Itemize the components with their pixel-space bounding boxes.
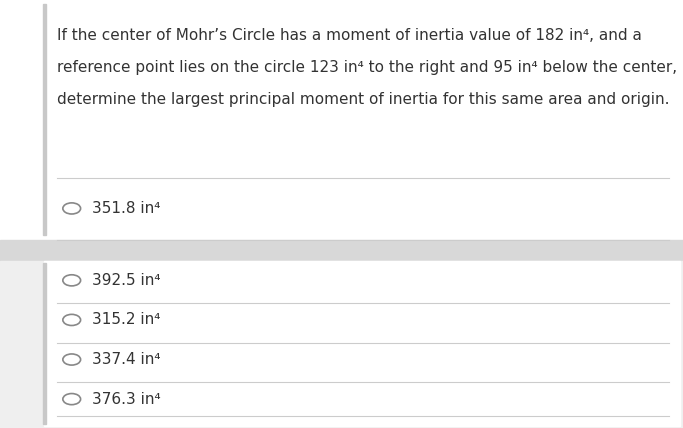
Bar <box>43 263 46 424</box>
Text: reference point lies on the circle 123 in⁴ to the right and 95 in⁴ below the cen: reference point lies on the circle 123 i… <box>57 60 677 75</box>
Bar <box>0 261 683 428</box>
Text: 315.2 in⁴: 315.2 in⁴ <box>92 312 160 327</box>
Text: 392.5 in⁴: 392.5 in⁴ <box>92 273 160 288</box>
Bar <box>43 4 46 235</box>
Text: determine the largest principal moment of inertia for this same area and origin.: determine the largest principal moment o… <box>57 92 669 107</box>
Bar <box>44 261 680 426</box>
Text: 351.8 in⁴: 351.8 in⁴ <box>92 201 160 216</box>
Text: 337.4 in⁴: 337.4 in⁴ <box>92 352 160 367</box>
Bar <box>0 240 683 261</box>
Text: 376.3 in⁴: 376.3 in⁴ <box>92 392 160 407</box>
Bar <box>0 0 683 240</box>
Text: If the center of Mohr’s Circle has a moment of inertia value of 182 in⁴, and a: If the center of Mohr’s Circle has a mom… <box>57 28 641 43</box>
